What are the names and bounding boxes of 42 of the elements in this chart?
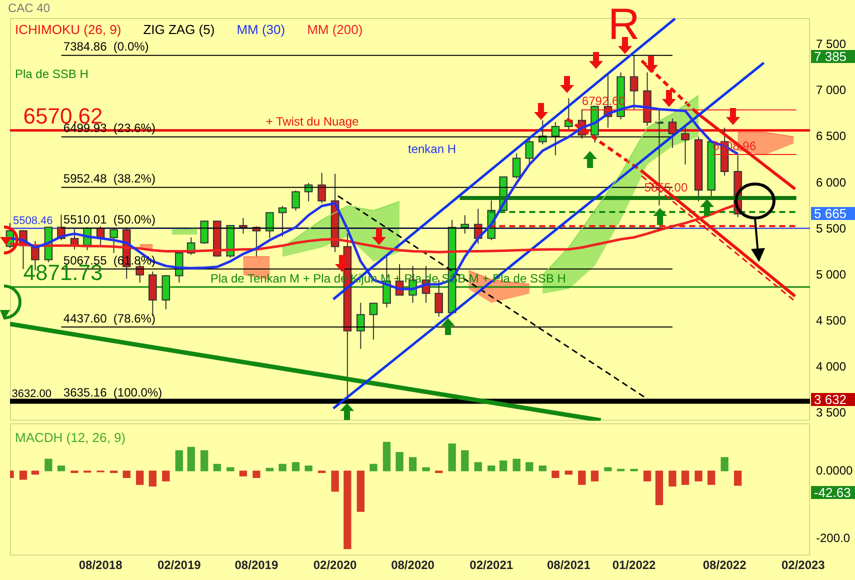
text: 3 632 [811, 392, 855, 407]
annotation: 4437.60 (78.6%) [63, 311, 156, 326]
annotation: R [608, 0, 640, 49]
x-tick-label: 02/2020 [313, 558, 358, 572]
x-tick-label: 02/2019 [157, 558, 202, 572]
annotation: 7384.86 (0.0%) [63, 40, 149, 54]
y-tick-label: 5 000 [816, 267, 846, 282]
text: MACDH (12, 26, 9) [15, 430, 126, 445]
annotation: ZIG ZAG (5) [143, 22, 215, 37]
y-tick-label: 3 500 [816, 406, 846, 420]
text: 7 385 [811, 49, 855, 64]
annotation: tenkan H [408, 142, 456, 156]
x-tick-label: 08/2021 [546, 558, 591, 572]
text: MM (200) [307, 22, 363, 37]
y-tick-label: 6 000 [816, 175, 846, 190]
x-tick-label: 08/2020 [391, 558, 435, 572]
y-tick-label: 6 500 [816, 129, 846, 144]
y-tick-label: 0.0000 [816, 463, 854, 478]
y-tick-label: 7 500 [816, 37, 846, 52]
annotation: 5508.46 [12, 214, 53, 227]
annotation: + Twist du Nuage [266, 114, 360, 129]
text: 5 665 [811, 206, 855, 221]
x-tick-label: 08/2022 [702, 558, 747, 572]
x-tick-label: 02/2021 [470, 558, 514, 572]
chart-title: CAC 40 [8, 1, 50, 15]
x-tick-label: 02/2023 [781, 558, 826, 572]
annotation: 5952.48 (38.2%) [63, 172, 156, 186]
annotation: 5510.01 (50.0%) [63, 212, 156, 226]
y-tick-label: 4 000 [816, 360, 846, 374]
y-tick-label: 4 500 [816, 314, 846, 328]
x-tick-label: 08/2019 [234, 558, 278, 572]
y-tick-label: -200.0 [816, 530, 850, 545]
text: -42.63 [811, 485, 855, 500]
y-tick-label: 7 000 [816, 83, 846, 98]
x-tick-label: 01/2022 [612, 558, 656, 572]
x-tick-label: 08/2018 [78, 558, 123, 572]
annotation: 3635.16 (100.0%) [63, 385, 162, 400]
annotation: Pla de SSB H [15, 67, 88, 81]
annotation: ICHIMOKU (26, 9) [15, 22, 122, 37]
y-tick-label: 5 500 [816, 221, 846, 236]
annotation: 3632.00 [12, 388, 52, 400]
text: MM (30) [236, 22, 286, 37]
